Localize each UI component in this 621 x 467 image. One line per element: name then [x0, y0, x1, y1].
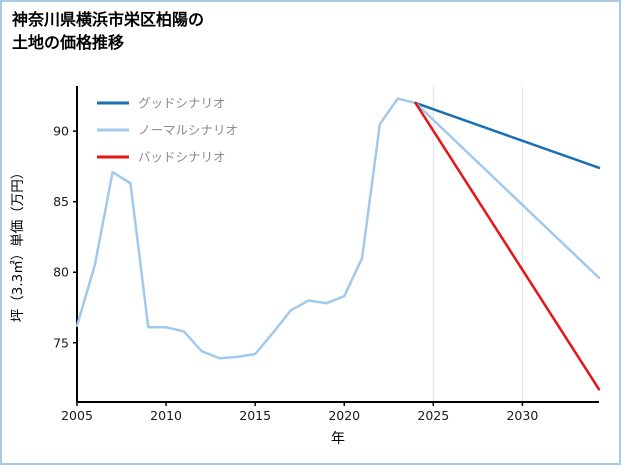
legend-label-normal: ノーマルシナリオ: [138, 123, 238, 138]
chart-title-line1: 神奈川県横浜市栄区柏陽の: [12, 10, 205, 29]
x-tick-label: 2015: [239, 408, 271, 423]
y-tick-label: 85: [53, 194, 69, 209]
chart-title-line2: 土地の価格推移: [12, 33, 125, 53]
y-tick-label: 75: [53, 335, 69, 350]
series-line-bad: [414, 101, 601, 391]
x-tick-label: 2030: [506, 408, 538, 423]
series-line-normal-history: [75, 97, 417, 360]
y-tick-label: 90: [53, 124, 69, 139]
series-line-good: [414, 101, 601, 170]
legend-label-bad: バッドシナリオ: [138, 150, 226, 165]
chart-title: 神奈川県横浜市栄区柏陽の 土地の価格推移: [12, 8, 204, 54]
x-tick-label: 2010: [150, 408, 182, 423]
series-line-normal: [414, 101, 601, 280]
y-tick-label: 80: [53, 265, 69, 280]
y-axis-title: 坪（3.3㎡）単価（万円）: [10, 166, 26, 322]
x-tick-label: 2020: [328, 408, 360, 423]
x-axis-title: 年: [331, 431, 345, 447]
x-tick-label: 2005: [61, 408, 93, 423]
x-tick-label: 2025: [417, 408, 449, 423]
legend-label-good: グッドシナリオ: [138, 96, 226, 111]
